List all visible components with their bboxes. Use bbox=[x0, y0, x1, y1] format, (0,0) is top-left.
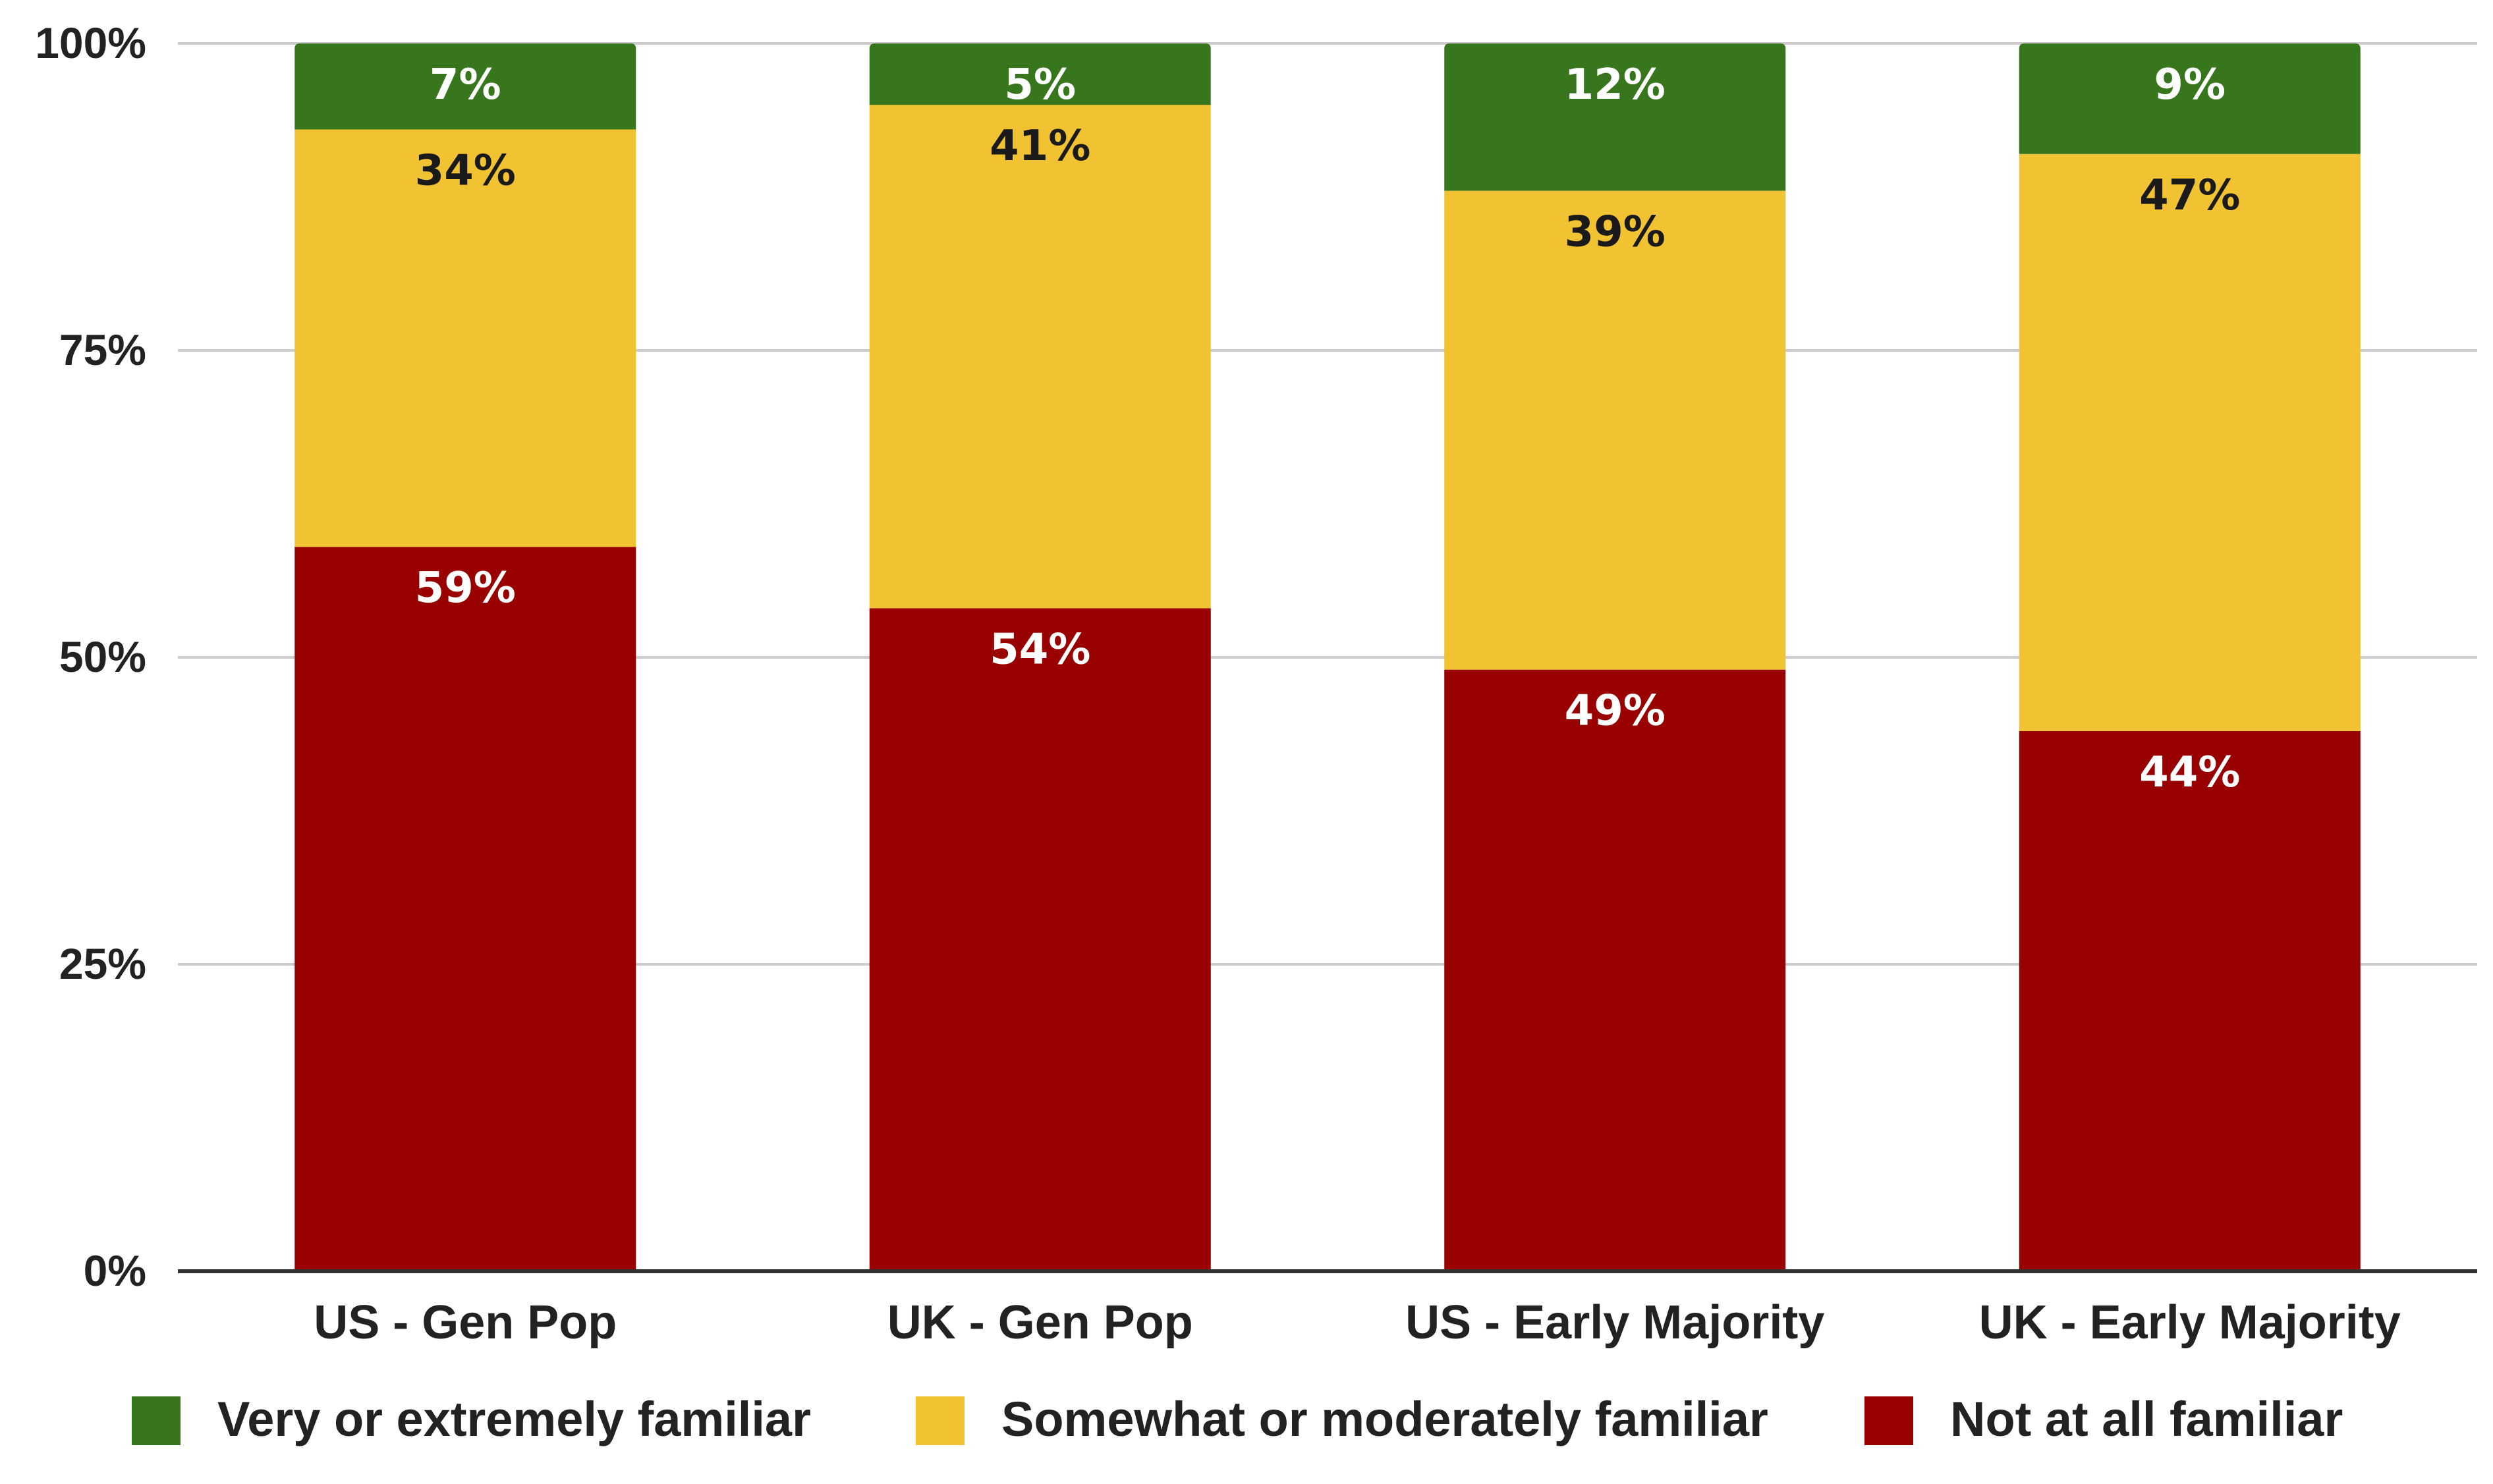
bar-segment bbox=[2019, 153, 2361, 731]
bar-segment bbox=[294, 43, 636, 130]
x-category-label: US - Early Majority bbox=[1405, 1296, 1824, 1349]
bar-segment bbox=[294, 129, 636, 547]
bar-segment bbox=[869, 43, 1211, 105]
y-tick-label: 75% bbox=[59, 325, 146, 374]
legend-swatch bbox=[132, 1396, 181, 1445]
legend: Very or extremely familiar Somewhat or mo… bbox=[132, 1392, 2343, 1446]
legend-swatch bbox=[916, 1396, 965, 1445]
data-label: 34% bbox=[415, 146, 516, 195]
data-label: 7% bbox=[430, 61, 501, 109]
bar-segment bbox=[869, 105, 1211, 609]
x-category-label: UK - Early Majority bbox=[1979, 1296, 2401, 1349]
bar-segment bbox=[1444, 669, 1786, 1271]
bar-segment bbox=[2019, 43, 2361, 154]
legend-label: Somewhat or moderately familiar bbox=[1001, 1392, 1768, 1446]
legend-swatch bbox=[1864, 1396, 1913, 1445]
y-tick-label: 0% bbox=[84, 1246, 146, 1295]
bar-segment bbox=[1444, 190, 1786, 670]
bars bbox=[294, 43, 2361, 1271]
x-category-label: US - Gen Pop bbox=[314, 1296, 617, 1349]
data-label: 5% bbox=[1004, 61, 1076, 109]
legend-label: Very or extremely familiar bbox=[217, 1392, 811, 1446]
data-label: 44% bbox=[2139, 748, 2240, 797]
y-tick-label: 25% bbox=[59, 939, 146, 988]
data-label: 54% bbox=[990, 625, 1090, 674]
data-label: 47% bbox=[2139, 171, 2240, 220]
bar-segment bbox=[2019, 730, 2361, 1271]
legend-label: Not at all familiar bbox=[1950, 1392, 2343, 1446]
data-label: 9% bbox=[2154, 61, 2226, 109]
data-label: 41% bbox=[990, 122, 1090, 171]
bar-segment bbox=[1444, 43, 1786, 191]
bar-segment bbox=[869, 608, 1211, 1271]
data-label: 12% bbox=[1565, 61, 1666, 109]
y-tick-label: 50% bbox=[59, 632, 146, 681]
axes: 0% 25% 50% 75% 100% US - Gen Pop UK - Gen Pop U… bbox=[35, 18, 2477, 1349]
data-label: 59% bbox=[415, 564, 516, 613]
data-label: 39% bbox=[1565, 208, 1666, 257]
y-tick-label: 100% bbox=[35, 18, 146, 67]
x-category-label: UK - Gen Pop bbox=[887, 1296, 1193, 1349]
bar-segment bbox=[294, 547, 636, 1271]
data-label: 49% bbox=[1565, 687, 1666, 736]
data-labels: 59% 34% 7% 54% 41% 5% 49% 39% 12% 44% 47% 9% bbox=[415, 61, 2241, 797]
